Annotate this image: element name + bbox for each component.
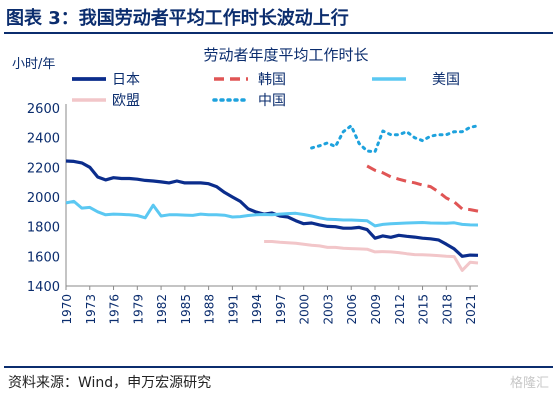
series-line-3: [310, 124, 480, 154]
x-tick-label: 1976: [108, 294, 122, 325]
y-tick-label: 2400: [27, 132, 60, 147]
x-tick-label: 2015: [417, 294, 431, 325]
y-tick-label: 1800: [27, 221, 60, 236]
y-tick-label: 2000: [27, 191, 60, 206]
source-note: 资料来源：Wind，申万宏源研究: [8, 375, 212, 391]
x-tick-label: 2021: [464, 294, 478, 325]
x-tick-label: 1991: [226, 294, 240, 325]
x-tick-label: 2003: [321, 294, 335, 325]
series-line-0: [65, 159, 479, 258]
watermark: 格隆汇: [509, 376, 549, 391]
x-tick-label: 1994: [250, 294, 264, 325]
x-tick-label: 2012: [393, 294, 407, 325]
legend-label-2: 美国: [432, 72, 460, 88]
y-axis-unit: 小时/年: [12, 57, 55, 72]
x-tick-label: 1985: [179, 294, 193, 325]
x-tick-label: 2018: [440, 294, 454, 325]
x-tick-label: 1997: [274, 294, 288, 325]
series-line-1: [366, 164, 479, 213]
series-line-4: [264, 240, 479, 272]
figure-title: 图表 3：我国劳动者平均工作时长波动上行: [6, 8, 349, 29]
y-tick-label: 2600: [27, 102, 60, 117]
y-tick-label: 1400: [27, 280, 60, 295]
legend-label-1: 韩国: [258, 72, 286, 88]
title-divider: [4, 32, 553, 34]
x-tick-label: 1988: [203, 294, 217, 325]
x-tick-label: 1979: [131, 294, 145, 325]
x-tick-label: 2009: [369, 294, 383, 325]
y-tick-label: 1600: [27, 250, 60, 265]
chart-title: 劳动者年度平均工作时长: [203, 46, 368, 64]
x-tick-label: 2000: [298, 294, 312, 325]
x-tick-label: 1982: [155, 294, 169, 325]
source-divider: [4, 366, 553, 368]
series-line-2: [65, 199, 479, 228]
x-tick-label: 2006: [345, 294, 359, 325]
legend-label-3: 中国: [258, 93, 286, 109]
x-tick-label: 1973: [84, 294, 98, 325]
x-tick-label: 1970: [60, 294, 74, 325]
legend-label-4: 欧盟: [112, 93, 140, 109]
y-tick-label: 2200: [27, 161, 60, 176]
legend-label-0: 日本: [112, 72, 140, 88]
